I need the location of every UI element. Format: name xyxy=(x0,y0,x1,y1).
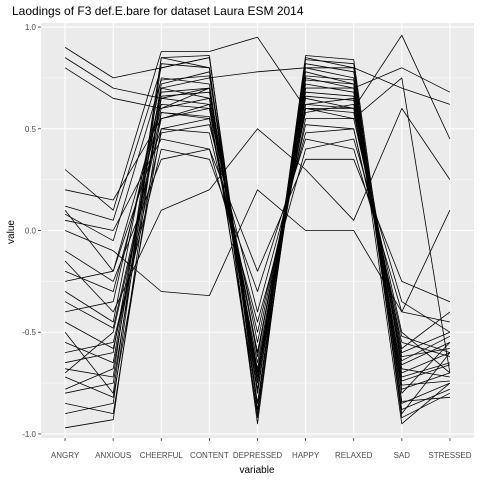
y-axis-label: value xyxy=(6,220,17,244)
x-tick-label: RELAXED xyxy=(335,451,373,460)
series-line-4 xyxy=(64,34,451,211)
chart-title: Laodings of F3 def.E.bare for dataset La… xyxy=(12,4,304,18)
x-tick-label: CONTENT xyxy=(190,451,229,460)
x-tick-label: CHEERFUL xyxy=(140,451,184,460)
x-tick-label: DEPRESSED xyxy=(233,451,283,460)
y-tick-label: -0.5 xyxy=(22,328,36,337)
y-axis-ticks: -1.0 -0.5 0.0 0.5 1.0 xyxy=(22,23,41,439)
y-tick-label: -1.0 xyxy=(22,430,36,439)
x-tick-label: HAPPY xyxy=(292,451,320,460)
x-axis-ticks: ANGRY ANXIOUS CHEERFUL CONTENT DEPRESSED HAPP… xyxy=(51,438,472,460)
series-line-12 xyxy=(65,138,451,333)
series-lines xyxy=(64,34,451,429)
y-tick-label: 0.5 xyxy=(25,125,37,134)
x-tick-label: ANGRY xyxy=(51,451,80,460)
series-line-27 xyxy=(64,148,451,303)
x-tick-label: SAD xyxy=(394,451,411,460)
series-line-23 xyxy=(65,59,451,419)
x-tick-label: ANXIOUS xyxy=(95,451,131,460)
series-line-10 xyxy=(64,57,451,425)
y-tick-label: 0.0 xyxy=(25,227,37,236)
series-line-29 xyxy=(64,104,451,370)
x-axis-label: variable xyxy=(239,465,274,476)
series-line-30 xyxy=(64,75,450,386)
series-line-17 xyxy=(65,83,451,384)
y-tick-label: 1.0 xyxy=(25,23,37,32)
x-tick-label: STRESSED xyxy=(428,451,471,460)
